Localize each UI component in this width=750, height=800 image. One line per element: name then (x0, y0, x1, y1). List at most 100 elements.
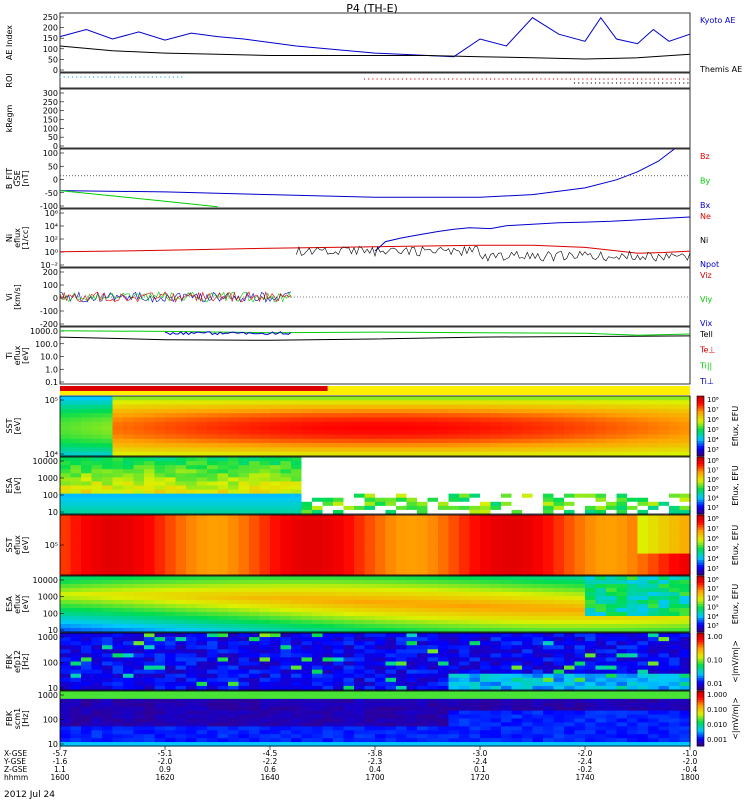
spectrogram-cell (501, 608, 513, 613)
spectrogram-cell (375, 673, 387, 679)
spectrogram-cell (564, 549, 576, 555)
colorbar-cell (697, 550, 704, 553)
spectrogram-cell (207, 527, 219, 533)
spectrogram-cell (259, 430, 271, 436)
spectrogram-cell (679, 461, 691, 466)
spectrogram-cell (490, 681, 502, 687)
spectrogram-cell (564, 477, 576, 483)
spectrogram-cell (564, 519, 576, 525)
spectrogram-cell (637, 527, 649, 533)
spectrogram-cell (375, 553, 387, 559)
spectrogram-cell (70, 681, 82, 687)
spectrogram-cell (207, 540, 219, 546)
spectrogram-cell (375, 698, 387, 704)
spectrogram-cell (448, 465, 460, 470)
spectrogram-cell (658, 612, 670, 617)
spectrogram-cell (322, 665, 334, 671)
spectrogram-cell (532, 421, 544, 427)
spectrogram-cell (291, 588, 303, 593)
spectrogram-cell (207, 549, 219, 555)
spectrogram-cell (501, 400, 513, 406)
spectrogram-cell (70, 461, 82, 466)
spectrogram-cell (186, 443, 198, 449)
spectrogram-cell (175, 612, 187, 617)
spectrogram-cell (165, 681, 177, 687)
spectrogram-cell (679, 592, 691, 597)
spectrogram-cell (480, 413, 492, 419)
spectrogram-cell (175, 443, 187, 449)
spectrogram-cell (102, 469, 114, 474)
spectrogram-cell (186, 469, 198, 474)
spectrogram-cell (186, 641, 198, 646)
spectrogram-cell (385, 600, 397, 605)
spectrogram-cell (112, 641, 124, 646)
spectrogram-cell (228, 738, 240, 743)
spectrogram-cell (574, 477, 586, 483)
spectrogram-cell (312, 417, 324, 423)
spectrogram-cell (480, 641, 492, 646)
spectrogram-cell (270, 738, 282, 743)
spectrogram-cell (322, 645, 334, 650)
spectrogram-cell (70, 489, 82, 495)
spectrogram-cell (123, 417, 135, 423)
spectrogram-cell (144, 515, 156, 520)
spectrogram-cell (364, 612, 376, 617)
spectrogram-cell (259, 641, 271, 646)
spectrogram-cell (144, 501, 156, 507)
spectrogram-cell (280, 509, 292, 515)
spectrogram-cell (648, 570, 660, 576)
spectrogram-cell (249, 734, 261, 739)
spectrogram-cell (228, 457, 240, 462)
spectrogram-cell (448, 461, 460, 466)
spectrogram-cell (207, 600, 219, 605)
spectrogram-cell (123, 465, 135, 470)
spectrogram-cell (364, 497, 376, 503)
spectrogram-cell (144, 734, 156, 739)
spectrogram-cell (81, 461, 93, 466)
spectrogram-cell (438, 417, 450, 423)
spectrogram-cell (102, 677, 114, 683)
spectrogram-cell (207, 469, 219, 474)
spectrogram-cell (522, 545, 534, 550)
spectrogram-cell (228, 730, 240, 735)
spectrogram-cell (112, 620, 124, 625)
spectrogram-cell (364, 566, 376, 572)
spectrogram-cell (375, 457, 387, 462)
spectrogram-cell (417, 685, 429, 691)
spectrogram-cell (469, 633, 481, 638)
spectrogram-cell (133, 694, 145, 700)
colorbar-tick-label: 10⁵ (707, 604, 719, 612)
spectrogram-cell (249, 645, 261, 650)
spectrogram-cell (207, 430, 219, 436)
spectrogram-cell (522, 620, 534, 625)
colorbar-tick-label: 10⁶ (707, 594, 719, 602)
spectrogram-cell (207, 404, 219, 410)
spectrogram-cell (396, 706, 408, 712)
spectrogram-cell (364, 584, 376, 589)
spectrogram-cell (102, 497, 114, 503)
spectrogram-cell (553, 523, 565, 529)
spectrogram-cell (627, 413, 639, 419)
spectrogram-cell (469, 469, 481, 474)
spectrogram-cell (291, 549, 303, 555)
spectrogram-cell (123, 473, 135, 478)
spectrogram-cell (585, 501, 597, 507)
spectrogram-cell (585, 549, 597, 555)
spectrogram-cell (406, 677, 418, 683)
spectrogram-cell (154, 540, 166, 546)
spectrogram-cell (679, 489, 691, 495)
spectrogram-cell (364, 426, 376, 431)
spectrogram-cell (343, 694, 355, 700)
spectrogram-cell (133, 620, 145, 625)
spectrogram-cell (238, 698, 250, 704)
spectrogram-cell (511, 669, 523, 675)
spectrogram-cell (196, 726, 208, 731)
spectrogram-cell (417, 523, 429, 529)
spectrogram-cell (154, 649, 166, 654)
spectrogram-cell (280, 624, 292, 629)
spectrogram-cell (133, 469, 145, 474)
spectrogram-cell (648, 600, 660, 605)
spectrogram-cell (616, 557, 628, 563)
spectrogram-cell (448, 584, 460, 589)
spectrogram-cell (595, 633, 607, 638)
